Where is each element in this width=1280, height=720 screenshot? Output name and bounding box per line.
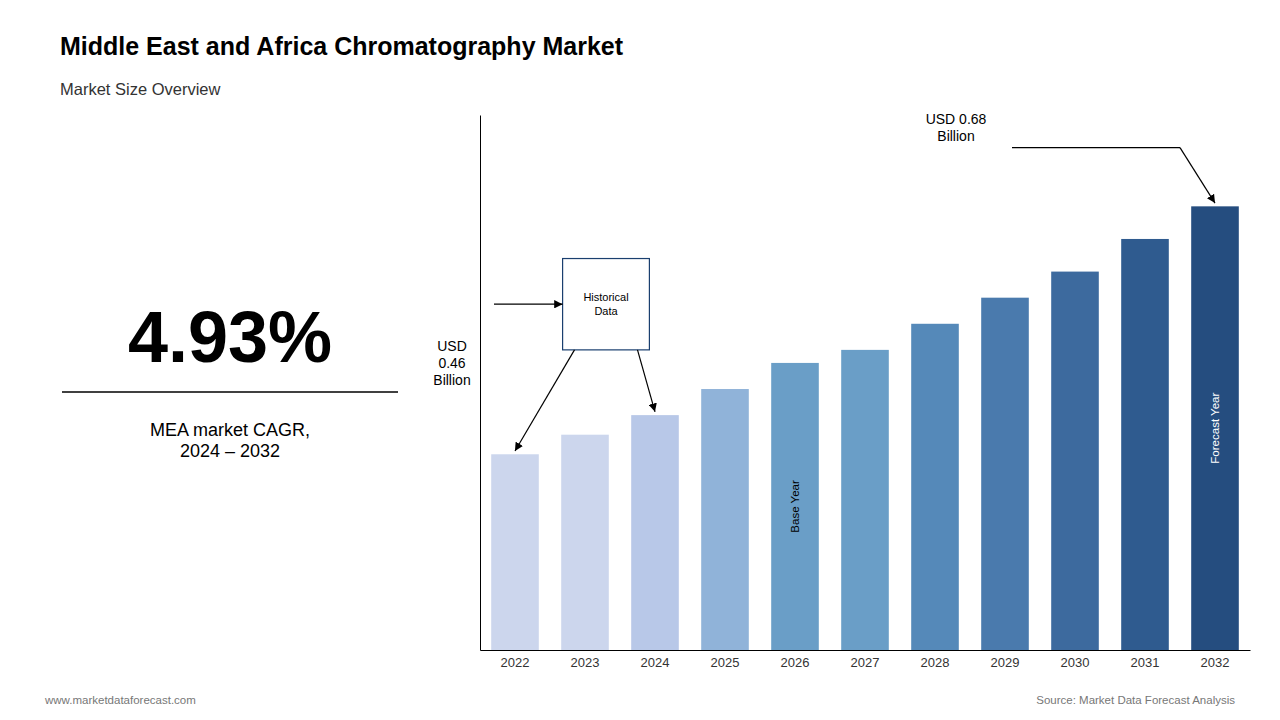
- historical-label-line: Historical: [583, 291, 628, 303]
- base-year-label: Base Year: [789, 480, 801, 533]
- x-tick-label: 2029: [991, 655, 1020, 670]
- forecast-year-label: Forecast Year: [1209, 393, 1221, 464]
- cagr-label-line: 2024 – 2032: [180, 441, 280, 461]
- x-tick-label: 2025: [711, 655, 740, 670]
- x-tick-label: 2032: [1201, 655, 1230, 670]
- x-tick: 2032: [1201, 650, 1230, 670]
- bar: [701, 389, 749, 650]
- title: Middle East and Africa Chromatography Ma…: [60, 32, 624, 60]
- x-tick: 2027: [851, 650, 880, 670]
- footer-right: Source: Market Data Forecast Analysis: [1036, 694, 1235, 706]
- x-tick-label: 2023: [571, 655, 600, 670]
- start-value-label-line: USD: [437, 338, 467, 354]
- historical-box: [563, 259, 650, 350]
- x-tick-label: 2028: [921, 655, 950, 670]
- bar: [1121, 239, 1169, 650]
- x-tick: 2031: [1131, 650, 1160, 670]
- cagr-label-line: MEA market CAGR,: [150, 420, 310, 440]
- historical-arrow: [515, 350, 575, 451]
- end-value-label-line: USD 0.68: [926, 111, 987, 127]
- end-value-label: USD 0.68Billion: [926, 111, 987, 144]
- x-tick-label: 2024: [641, 655, 670, 670]
- x-tick: 2023: [571, 650, 600, 670]
- start-value-label-line: 0.46: [438, 355, 465, 371]
- x-tick-label: 2031: [1131, 655, 1160, 670]
- bar: [981, 298, 1029, 650]
- chart: 2022 2023 2024 2025 2026 2027 2028 2029 2030 2031…: [0, 0, 1280, 720]
- annotations: Base Year Forecast Year Historical Data USD …: [433, 111, 1221, 533]
- x-tick: 2022: [501, 650, 530, 670]
- bars: [491, 206, 1239, 650]
- x-tick: 2029: [991, 650, 1020, 670]
- start-value-label: USD0.46Billion: [433, 338, 470, 388]
- x-tick: 2030: [1061, 650, 1090, 670]
- end-value-connector: [1012, 147, 1180, 148]
- bar: [1191, 206, 1239, 650]
- x-tick-label: 2030: [1061, 655, 1090, 670]
- historical-label-line: Data: [594, 305, 618, 317]
- bar: [911, 324, 959, 650]
- cagr-label: MEA market CAGR,2024 – 2032: [150, 420, 310, 462]
- x-tick: 2028: [921, 650, 950, 670]
- x-axis-line: [481, 650, 1251, 651]
- bar: [631, 415, 679, 650]
- bar: [1051, 272, 1099, 650]
- cagr-separator: [62, 391, 398, 393]
- x-tick-label: 2026: [781, 655, 810, 670]
- historical-label: Historical Data: [583, 291, 628, 316]
- end-value-arrow: [1180, 148, 1215, 203]
- x-tick-label: 2022: [501, 655, 530, 670]
- x-tick: 2024: [641, 650, 670, 670]
- historical-arrow: [638, 350, 656, 412]
- start-value-label-line: Billion: [433, 372, 470, 388]
- start-value-arrow: [494, 304, 563, 305]
- bar: [491, 454, 539, 650]
- x-tick-label: 2027: [851, 655, 880, 670]
- subtitle: Market Size Overview: [60, 80, 221, 98]
- x-tick: 2025: [711, 650, 740, 670]
- y-axis-line: [480, 116, 481, 651]
- y-axis: [480, 116, 481, 651]
- cagr-value: 4.93%: [128, 297, 332, 377]
- bar: [561, 435, 609, 650]
- bar: [841, 350, 889, 650]
- end-value-label-line: Billion: [937, 128, 974, 144]
- x-axis: 2022 2023 2024 2025 2026 2027 2028 2029 2030 2031…: [481, 650, 1251, 670]
- footer-left: www.marketdataforecast.com: [44, 694, 196, 706]
- bar: [771, 363, 819, 650]
- x-tick: 2026: [781, 650, 810, 670]
